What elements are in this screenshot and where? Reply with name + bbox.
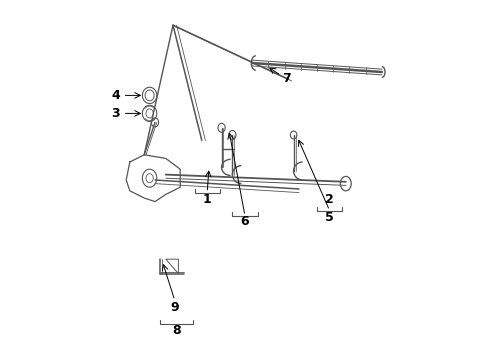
Text: 2: 2 — [325, 193, 334, 206]
Text: 9: 9 — [171, 301, 179, 314]
Text: 4: 4 — [111, 89, 120, 102]
Text: 6: 6 — [241, 215, 249, 228]
Text: 7: 7 — [282, 72, 291, 85]
Text: 5: 5 — [325, 211, 334, 224]
Text: 8: 8 — [172, 324, 181, 337]
Text: 1: 1 — [203, 193, 212, 206]
Text: 3: 3 — [111, 107, 120, 120]
